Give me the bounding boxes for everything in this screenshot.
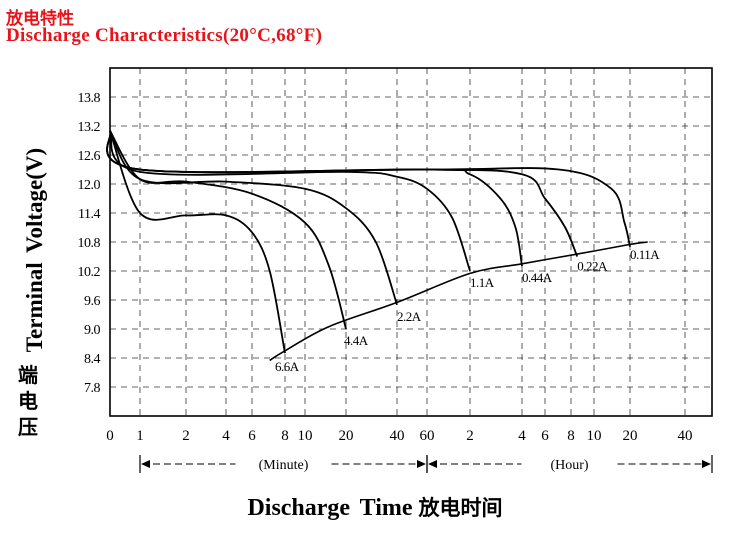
x-axis-title-en: Discharge Time xyxy=(247,495,413,521)
x-axis-segments: (Minute) (Hour) xyxy=(139,455,713,473)
x-tick-label: 20 xyxy=(339,428,354,444)
curve-2.2A xyxy=(109,130,398,306)
x-tick-label: 0 xyxy=(106,428,114,444)
y-tick-label: 13.2 xyxy=(78,120,101,135)
x-tick-label: 2 xyxy=(182,428,190,444)
curve-6.6A xyxy=(109,130,286,354)
end-voltage-line xyxy=(269,241,648,362)
chart-title: Discharge Characteristics(20°C,68°F) xyxy=(6,25,323,46)
y-axis-title-cn-char: 端 xyxy=(18,363,38,387)
x-tick-label: 40 xyxy=(678,428,693,444)
segment-arrow xyxy=(702,460,711,468)
y-tick-labels: 13.8 13.2 12.6 12.0 11.4 10.8 10.2 9.6 9.0 8.4 7.8 xyxy=(78,91,102,396)
x-tick-label: 20 xyxy=(623,428,638,444)
segment-arrow xyxy=(428,460,437,468)
x-axis-title: Discharge Time 放电时间 xyxy=(0,492,750,522)
y-axis-title-cn-char: 压 xyxy=(18,415,38,439)
segment-arrow xyxy=(141,460,150,468)
x-tick-labels: 0 1 2 4 6 8 10 20 40 60 2 4 6 8 10 20 40 xyxy=(106,428,692,444)
plot-frame xyxy=(109,67,713,417)
y-tick-label: 13.8 xyxy=(78,91,101,106)
y-tick-label: 9.0 xyxy=(84,323,101,338)
x-tick-label: 6 xyxy=(541,428,549,444)
curve-4.4A xyxy=(109,130,347,330)
y-axis-label: Terminal Voltage(V) 端电压 xyxy=(18,148,47,439)
series-label: 0.22A xyxy=(577,259,608,274)
x-tick-label: 8 xyxy=(567,428,575,444)
y-tick-label: 8.4 xyxy=(84,352,101,367)
y-axis-title: Terminal Voltage(V) xyxy=(22,148,47,352)
segment-label: (Minute) xyxy=(259,458,309,473)
segment-label: (Hour) xyxy=(550,458,588,473)
x-tick-label: 40 xyxy=(390,428,405,444)
x-tick-label: 4 xyxy=(518,428,526,444)
grid xyxy=(110,68,712,416)
x-tick-label: 10 xyxy=(587,428,602,444)
curve-0.11A xyxy=(106,130,631,247)
series-label: 6.6A xyxy=(275,359,300,374)
series-label: 1.1A xyxy=(470,275,495,290)
x-tick-label: 10 xyxy=(298,428,313,444)
y-tick-label: 9.6 xyxy=(84,294,101,309)
x-tick-label: 8 xyxy=(281,428,289,444)
y-tick-label: 10.2 xyxy=(78,265,101,280)
discharge-curves xyxy=(106,130,648,362)
x-tick-label: 4 xyxy=(222,428,230,444)
chart-title-cn: 放电特性 xyxy=(6,9,74,29)
y-tick-label: 12.6 xyxy=(78,149,101,164)
series-labels: 6.6A 4.4A 2.2A 1.1A 0.44A 0.22A 0.11A xyxy=(275,247,661,374)
curve-0.44A xyxy=(106,130,523,267)
segment-arrow xyxy=(417,460,426,468)
y-tick-label: 11.4 xyxy=(78,207,100,222)
y-axis-title-cn-char: 电 xyxy=(18,389,38,413)
curve-1.1A xyxy=(109,130,471,272)
y-tick-label: 12.0 xyxy=(78,178,101,193)
x-tick-label: 1 xyxy=(136,428,144,444)
x-tick-label: 6 xyxy=(248,428,256,444)
curve-0.22A xyxy=(106,130,579,257)
x-tick-label: 2 xyxy=(466,428,474,444)
y-tick-label: 10.8 xyxy=(78,236,101,251)
series-label: 2.2A xyxy=(397,309,422,324)
series-label: 0.11A xyxy=(630,247,660,262)
y-tick-label: 7.8 xyxy=(84,381,101,396)
x-tick-label: 60 xyxy=(420,428,435,444)
series-label: 0.44A xyxy=(522,270,553,285)
x-axis-title-cn: 放电时间 xyxy=(418,496,503,520)
series-label: 4.4A xyxy=(344,333,369,348)
